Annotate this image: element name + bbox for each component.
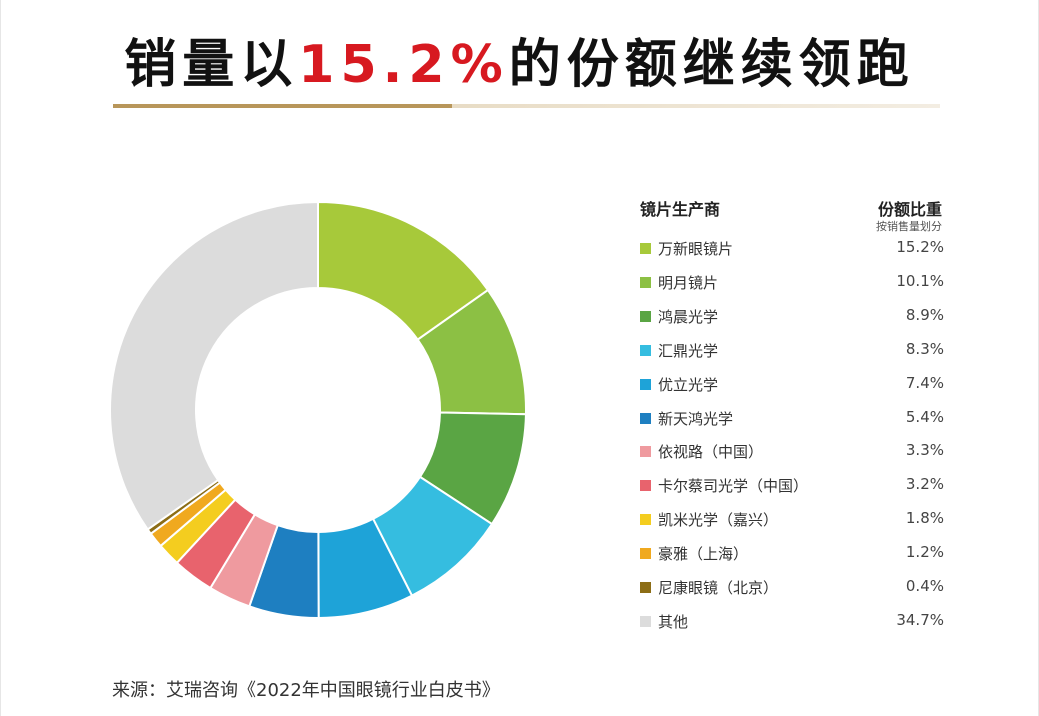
title-suffix: 的份额继续领跑 — [508, 35, 915, 95]
legend-label: 依视路（中国） — [658, 443, 764, 462]
legend-row: 明月镜片 10.1% — [640, 271, 950, 295]
donut-chart — [109, 200, 527, 620]
legend-value: 8.9% — [905, 305, 944, 324]
legend-row: 鸿晨光学 8.9% — [640, 305, 950, 329]
legend-row: 凯米光学（嘉兴） 1.8% — [640, 508, 950, 532]
legend-row: 尼康眼镜（北京） 0.4% — [640, 576, 950, 600]
legend-value: 1.8% — [905, 509, 944, 528]
legend-value: 15.2% — [896, 238, 944, 256]
legend-value: 10.1% — [896, 271, 944, 290]
legend-share-header: 份额比重 — [878, 200, 943, 219]
legend-row: 依视路（中国） 3.3% — [640, 440, 950, 464]
legend-label: 尼康眼镜（北京） — [658, 579, 779, 597]
legend-label: 优立光学 — [658, 375, 719, 394]
legend-value: 7.4% — [905, 373, 944, 392]
legend-label: 豪雅（上海） — [658, 545, 749, 564]
legend-brand-header: 镜片生产商 — [640, 200, 721, 219]
legend-value: 3.2% — [905, 475, 944, 494]
title-prefix: 销量以 — [124, 35, 299, 95]
legend-value: 3.3% — [905, 441, 944, 460]
legend-swatch — [640, 582, 651, 593]
legend-swatch — [640, 446, 651, 458]
legend-value: 1.2% — [905, 543, 944, 562]
page-title: 销量以15.2%的份额继续领跑 — [0, 22, 1039, 97]
legend-swatch — [640, 344, 651, 356]
legend-row: 其他 34.7% — [640, 610, 950, 634]
legend-row: 豪雅（上海） 1.2% — [640, 542, 950, 566]
legend-label: 明月镜片 — [658, 273, 719, 292]
legend-swatch — [640, 548, 651, 560]
legend-swatch — [640, 310, 651, 322]
legend-swatch — [640, 243, 651, 254]
legend-value: 8.3% — [905, 339, 944, 358]
legend-row: 汇鼎光学 8.3% — [640, 339, 950, 363]
legend-row: 卡尔蔡司光学（中国） 3.2% — [640, 474, 950, 498]
title-highlight: 15.2% — [298, 35, 509, 95]
legend-swatch — [640, 480, 651, 492]
legend-row: 万新眼镜片 15.2% — [640, 237, 950, 261]
legend-value: 5.4% — [905, 407, 944, 426]
legend-swatch — [640, 412, 651, 424]
title-underline — [113, 104, 940, 108]
legend-value: 34.7% — [896, 610, 944, 629]
legend-row: 新天鸿光学 5.4% — [640, 407, 950, 431]
legend-row: 优立光学 7.4% — [640, 373, 950, 397]
legend-label: 汇鼎光学 — [658, 341, 719, 360]
legend-share-subheader: 按销售量划分 — [876, 220, 942, 233]
legend-label: 鸿晨光学 — [658, 307, 719, 326]
legend-value: 0.4% — [905, 577, 944, 595]
donut-slice-12 — [109, 200, 319, 531]
legend-swatch — [640, 615, 651, 627]
legend-label: 新天鸿光学 — [658, 409, 734, 428]
legend-label: 卡尔蔡司光学（中国） — [658, 477, 809, 496]
legend-label: 凯米光学（嘉兴） — [658, 511, 779, 530]
legend-label: 其他 — [658, 612, 689, 631]
source-note: 来源：艾瑞咨询《2022年中国眼镜行业白皮书》 — [112, 680, 500, 701]
frame-left-border — [0, 0, 1, 716]
legend-swatch — [640, 378, 651, 390]
legend-swatch — [640, 514, 651, 526]
legend-swatch — [640, 276, 651, 288]
legend-label: 万新眼镜片 — [658, 240, 734, 258]
